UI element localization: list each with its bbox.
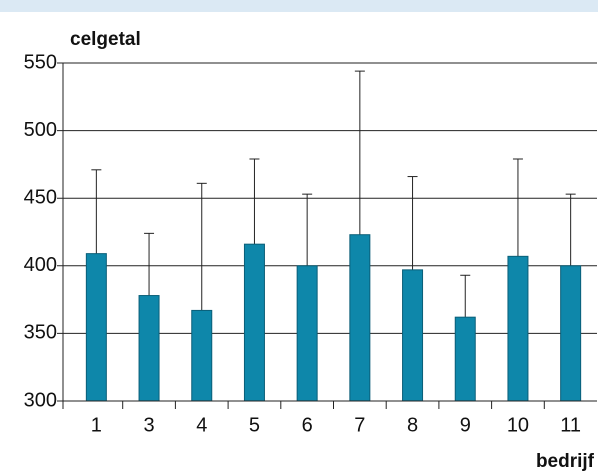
bar	[349, 234, 371, 402]
top-band	[0, 0, 598, 12]
x-tick-label: 6	[302, 414, 313, 436]
bar	[560, 265, 582, 402]
bar	[85, 253, 107, 402]
bar	[296, 265, 318, 402]
bar	[454, 316, 476, 402]
y-tick-label: 400	[24, 254, 57, 276]
bar	[507, 255, 529, 402]
bar	[243, 243, 265, 402]
y-axis-label: celgetal	[70, 29, 141, 50]
x-axis-label: bedrijf	[536, 451, 595, 472]
y-tick-label: 300	[24, 389, 57, 411]
y-tick-label: 450	[24, 186, 57, 208]
bar	[138, 295, 160, 402]
y-tick-label: 550	[24, 51, 57, 73]
x-tick-label: 7	[354, 414, 365, 436]
bar	[402, 269, 424, 402]
y-tick-label: 500	[24, 119, 57, 141]
x-tick-label: 9	[460, 414, 471, 436]
x-tick-label: 10	[507, 414, 529, 436]
x-tick-label: 5	[249, 414, 260, 436]
x-tick-label: 3	[143, 414, 154, 436]
x-tick-label: 1	[91, 414, 102, 436]
x-tick-label: 11	[560, 414, 581, 436]
x-tick-label: 4	[196, 414, 207, 436]
x-tick-label: 8	[407, 414, 418, 436]
y-tick-label: 350	[24, 322, 57, 344]
bar	[191, 309, 213, 402]
